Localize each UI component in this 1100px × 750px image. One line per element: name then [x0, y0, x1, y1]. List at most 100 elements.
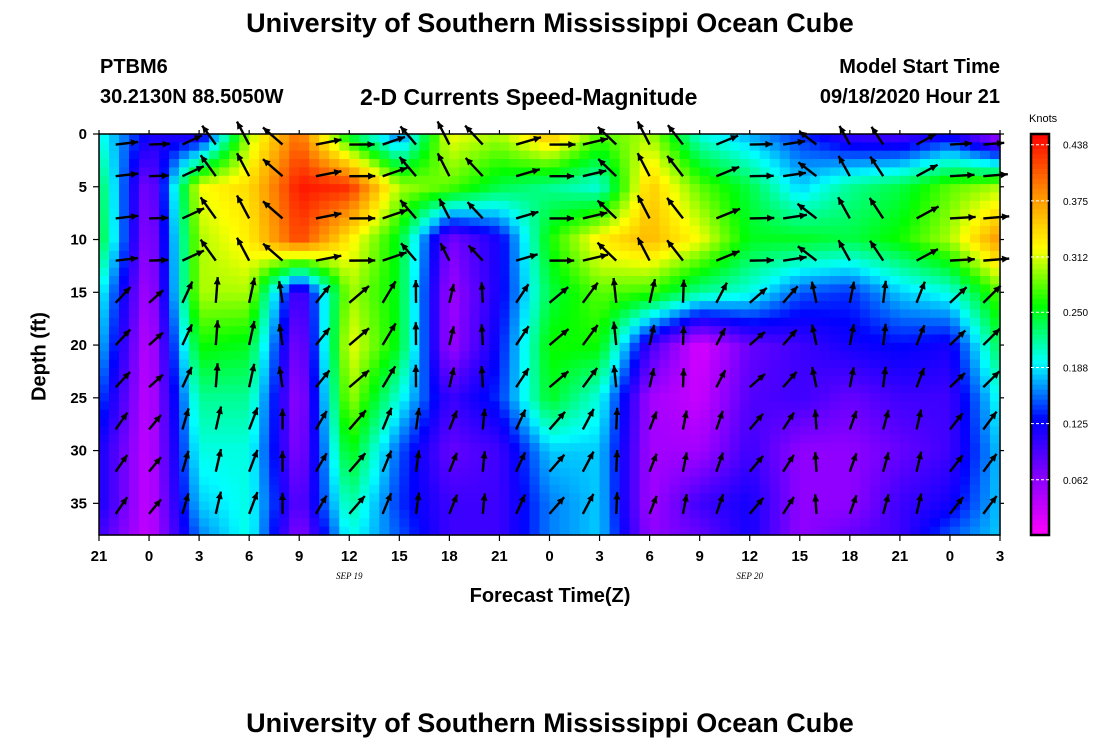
- heatmap-cell: [659, 167, 671, 177]
- heatmap-cell: [339, 317, 350, 327]
- heatmap-cell: [309, 451, 320, 461]
- heatmap-cell: [949, 384, 961, 394]
- heatmap-cell: [259, 184, 270, 194]
- heatmap-cell: [769, 484, 781, 494]
- heatmap-cell: [979, 292, 991, 302]
- heatmap-cell: [869, 509, 881, 519]
- heatmap-cell: [379, 200, 390, 210]
- heatmap-cell: [449, 192, 460, 202]
- heatmap-cell: [239, 242, 250, 252]
- heatmap-cell: [139, 518, 150, 528]
- heatmap-cell: [939, 342, 951, 352]
- heatmap-cell: [169, 167, 180, 177]
- heatmap-cell: [189, 484, 200, 494]
- heatmap-cell: [159, 468, 170, 478]
- heatmap-cell: [549, 484, 561, 494]
- heatmap-cell: [299, 284, 310, 294]
- heatmap-cell: [419, 209, 430, 219]
- heatmap-cell: [179, 401, 190, 411]
- heatmap-cell: [469, 276, 481, 285]
- heatmap-cell: [259, 342, 270, 352]
- heatmap-cell: [459, 150, 471, 160]
- heatmap-cell: [229, 217, 240, 227]
- heatmap-cell: [719, 493, 731, 503]
- heatmap-cell: [629, 200, 641, 210]
- heatmap-cell: [799, 501, 811, 511]
- heatmap-cell: [529, 334, 541, 344]
- heatmap-cell: [399, 376, 410, 386]
- heatmap-cell: [969, 434, 981, 444]
- heatmap-cell: [849, 250, 861, 260]
- heatmap-cell: [769, 359, 781, 369]
- heatmap-cell: [679, 476, 691, 486]
- heatmap-cell: [889, 518, 901, 528]
- heatmap-cell: [569, 276, 581, 285]
- heatmap-cell: [989, 443, 1001, 453]
- heatmap-cell: [979, 142, 991, 152]
- heatmap-cell: [479, 392, 491, 402]
- heatmap-cell: [889, 326, 901, 336]
- heatmap-cell: [99, 326, 110, 336]
- heatmap-cell: [559, 418, 571, 427]
- heatmap-cell: [469, 501, 481, 511]
- heatmap-cell: [169, 175, 180, 185]
- heatmap-cell: [689, 259, 701, 269]
- heatmap-cell: [169, 142, 180, 152]
- heatmap-cell: [619, 209, 631, 219]
- heatmap-cell: [349, 509, 360, 519]
- heatmap-cell: [359, 309, 370, 319]
- heatmap-cell: [619, 250, 631, 260]
- heatmap-cell: [729, 518, 741, 528]
- heatmap-cell: [519, 468, 531, 478]
- y-tick-label: 5: [79, 179, 87, 196]
- heatmap-cell: [459, 509, 471, 519]
- colorbar-cell: [1031, 164, 1049, 170]
- heatmap-cell: [149, 234, 160, 244]
- heatmap-cell: [699, 342, 711, 352]
- heatmap-cell: [639, 443, 651, 453]
- heatmap-cell: [539, 301, 551, 311]
- heatmap-cell: [289, 526, 300, 536]
- heatmap-cell: [929, 242, 941, 252]
- heatmap-cell: [239, 367, 250, 377]
- heatmap-cell: [719, 250, 731, 260]
- current-arrow-head: [357, 496, 365, 504]
- heatmap-cell: [259, 451, 270, 461]
- heatmap-cell: [189, 342, 200, 352]
- heatmap-cell: [209, 150, 220, 160]
- heatmap-cell: [609, 459, 621, 469]
- current-arrow-head: [790, 286, 798, 294]
- heatmap-cell: [129, 451, 140, 461]
- heatmap-cell: [869, 351, 881, 361]
- heatmap-cell: [199, 175, 210, 185]
- heatmap-cell: [489, 142, 501, 152]
- heatmap-cell: [99, 401, 110, 411]
- heatmap-cell: [779, 150, 791, 160]
- heatmap-cell: [909, 142, 921, 152]
- heatmap-cell: [719, 376, 731, 386]
- current-arrow-head: [385, 450, 392, 459]
- heatmap-cell: [899, 443, 911, 453]
- heatmap-cell: [769, 142, 781, 152]
- heatmap-cell: [459, 334, 471, 344]
- colorbar-cell: [1031, 159, 1049, 165]
- heatmap-cell: [329, 384, 340, 394]
- heatmap-cell: [229, 200, 240, 210]
- heatmap-cell: [689, 459, 701, 469]
- heatmap-cell: [949, 167, 961, 177]
- heatmap-cell: [209, 342, 220, 352]
- heatmap-cell: [369, 451, 380, 461]
- heatmap-cell: [149, 392, 160, 402]
- heatmap-cell: [789, 301, 801, 311]
- heatmap-cell: [279, 392, 290, 402]
- heatmap-cell: [809, 426, 821, 436]
- current-arrow-head: [478, 282, 486, 290]
- heatmap-cell: [129, 426, 140, 436]
- heatmap-cell: [419, 367, 430, 377]
- current-arrow-head: [682, 494, 689, 502]
- heatmap-cell: [369, 159, 380, 169]
- heatmap-cell: [679, 250, 691, 260]
- heatmap-cell: [979, 317, 991, 327]
- heatmap-cell: [229, 159, 240, 169]
- heatmap-cell: [709, 392, 721, 402]
